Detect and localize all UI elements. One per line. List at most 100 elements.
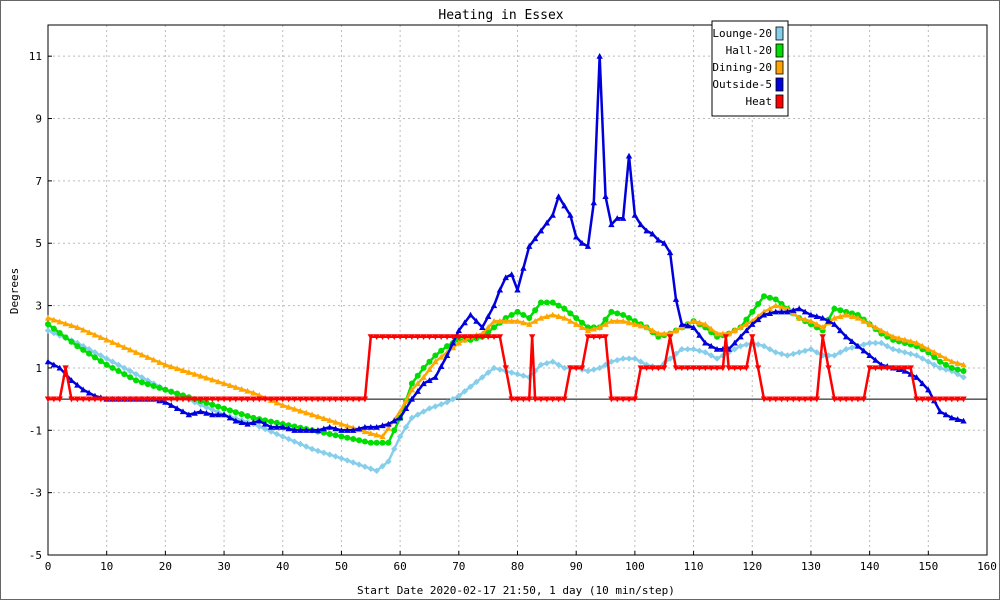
- data-point: [432, 403, 439, 410]
- data-point: [502, 274, 509, 281]
- data-point: [232, 384, 239, 390]
- data-point: [743, 327, 750, 334]
- data-point: [426, 366, 433, 373]
- y-tick-label: -3: [29, 487, 42, 500]
- data-point: [121, 371, 128, 378]
- data-point: [238, 411, 245, 418]
- data-point: [420, 374, 427, 380]
- data-point: [936, 408, 944, 415]
- data-point: [942, 411, 950, 418]
- data-point: [573, 315, 580, 322]
- data-point: [872, 356, 879, 363]
- data-point: [185, 396, 193, 403]
- data-point: [261, 396, 269, 403]
- data-point: [819, 334, 826, 340]
- data-point: [115, 361, 122, 369]
- data-point: [326, 423, 333, 430]
- data-point: [391, 445, 398, 453]
- data-point: [45, 321, 51, 328]
- data-point: [784, 308, 791, 315]
- data-point: [584, 367, 592, 375]
- data-point: [273, 396, 281, 403]
- data-point: [326, 451, 333, 458]
- data-point: [303, 409, 310, 416]
- data-point: [174, 390, 181, 397]
- legend: Lounge-20 Hall-20 Dining-20 Outside-5 Heat: [711, 20, 789, 117]
- data-point: [138, 374, 146, 381]
- data-point: [50, 329, 58, 337]
- data-point: [97, 352, 105, 359]
- data-point: [942, 355, 950, 362]
- data-point: [379, 439, 386, 446]
- data-point: [191, 409, 198, 416]
- data-point: [91, 396, 99, 403]
- data-point: [44, 358, 52, 365]
- data-point: [349, 459, 357, 466]
- data-point: [85, 329, 93, 335]
- data-point: [44, 327, 52, 334]
- data-point: [537, 361, 545, 369]
- data-point: [631, 321, 639, 327]
- data-point: [754, 341, 762, 348]
- data-point: [297, 407, 304, 414]
- data-point: [449, 339, 457, 346]
- data-point: [291, 423, 298, 430]
- data-point: [584, 243, 592, 249]
- data-point: [396, 408, 404, 415]
- data-point: [56, 396, 63, 403]
- data-point: [796, 349, 803, 356]
- data-point: [572, 365, 580, 372]
- data-point: [250, 396, 257, 403]
- data-point: [719, 365, 727, 372]
- data-point: [661, 330, 668, 337]
- data-point: [543, 219, 551, 226]
- data-point: [332, 453, 339, 460]
- data-point: [373, 439, 380, 446]
- data-point: [766, 346, 774, 353]
- data-point: [385, 458, 392, 465]
- data-point: [831, 396, 838, 403]
- data-point: [50, 396, 58, 403]
- legend-label: Dining-20: [712, 61, 772, 74]
- data-point: [561, 314, 568, 321]
- data-point: [784, 352, 791, 359]
- x-tick-label: 10: [100, 560, 113, 573]
- data-point: [502, 365, 509, 372]
- data-point: [866, 321, 873, 327]
- data-point: [702, 339, 709, 346]
- legend-swatch: [775, 26, 784, 41]
- data-point: [561, 364, 568, 372]
- data-point: [596, 364, 603, 372]
- data-point: [707, 342, 715, 349]
- data-point: [244, 412, 251, 419]
- data-point: [326, 396, 333, 403]
- data-point: [637, 358, 644, 365]
- data-point: [801, 396, 809, 403]
- data-point: [367, 334, 374, 340]
- data-point: [68, 322, 75, 329]
- data-point: [402, 423, 410, 431]
- data-point: [848, 313, 856, 320]
- data-point: [749, 308, 756, 315]
- data-point: [702, 365, 709, 372]
- data-point: [449, 395, 457, 403]
- data-point: [391, 427, 398, 434]
- data-point: [314, 413, 322, 420]
- data-point: [543, 299, 550, 306]
- data-point: [103, 336, 110, 343]
- data-point: [150, 396, 157, 403]
- data-point: [244, 387, 251, 394]
- data-point: [256, 417, 263, 424]
- data-point: [367, 465, 374, 472]
- data-point: [349, 427, 357, 433]
- data-point: [379, 334, 386, 340]
- data-point: [314, 427, 322, 433]
- y-axis-label: Degrees: [8, 268, 21, 314]
- data-point: [203, 374, 210, 381]
- data-point: [356, 437, 363, 444]
- data-point: [438, 353, 445, 360]
- data-point: [203, 404, 210, 411]
- data-point: [402, 405, 410, 412]
- data-point: [531, 235, 539, 242]
